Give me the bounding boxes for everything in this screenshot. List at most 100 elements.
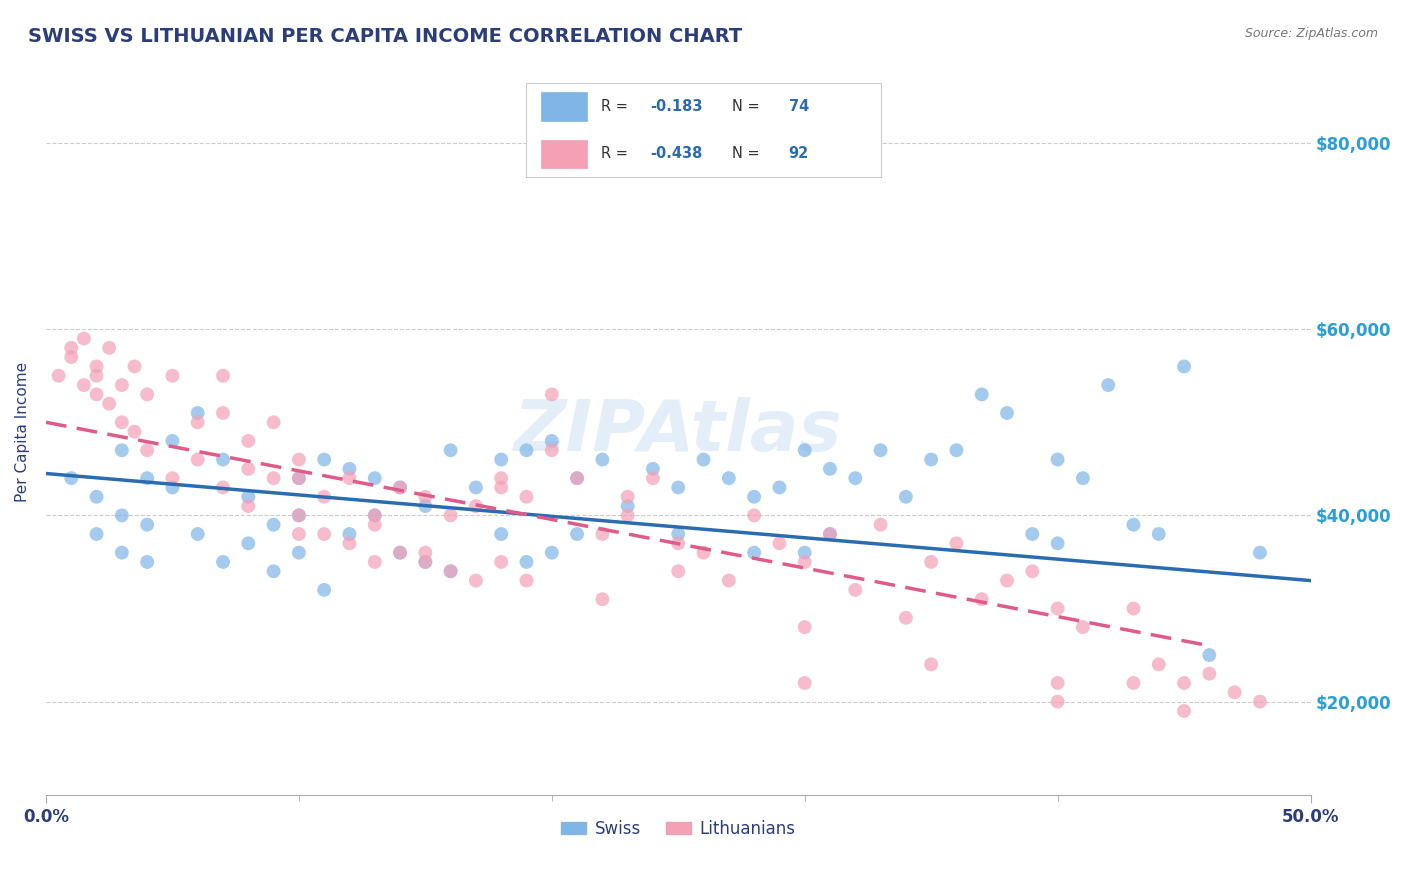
Point <box>162 368 184 383</box>
Point <box>945 536 967 550</box>
Point <box>389 480 412 494</box>
Point <box>666 564 689 578</box>
Point <box>1046 695 1069 709</box>
Point <box>869 443 891 458</box>
Point <box>364 508 387 523</box>
Point <box>1071 471 1094 485</box>
Point <box>1173 359 1195 374</box>
Point <box>111 546 134 560</box>
Point <box>73 331 96 345</box>
Point <box>263 517 285 532</box>
Point <box>86 527 108 541</box>
Point <box>98 397 121 411</box>
Point <box>1046 601 1069 615</box>
Point <box>73 378 96 392</box>
Point <box>616 499 638 513</box>
Point <box>1249 695 1271 709</box>
Point <box>364 471 387 485</box>
Point <box>742 508 765 523</box>
Point <box>540 434 562 448</box>
Point <box>187 406 209 420</box>
Point <box>1223 685 1246 699</box>
Point <box>238 490 260 504</box>
Point <box>793 620 815 634</box>
Point <box>314 582 336 597</box>
Text: ZIPAtlas: ZIPAtlas <box>515 397 842 467</box>
Point <box>818 462 841 476</box>
Point <box>1173 676 1195 690</box>
Point <box>1097 378 1119 392</box>
Point <box>136 387 159 401</box>
Point <box>515 555 537 569</box>
Point <box>540 387 562 401</box>
Point <box>717 574 740 588</box>
Point <box>364 555 387 569</box>
Point <box>162 434 184 448</box>
Point <box>666 480 689 494</box>
Point <box>641 471 664 485</box>
Point <box>1122 601 1144 615</box>
Point <box>440 564 463 578</box>
Point <box>389 546 412 560</box>
Point <box>60 471 83 485</box>
Point <box>314 452 336 467</box>
Point <box>415 499 437 513</box>
Point <box>288 527 311 541</box>
Point <box>238 434 260 448</box>
Point <box>768 480 790 494</box>
Point <box>288 471 311 485</box>
Point <box>212 406 235 420</box>
Point <box>60 341 83 355</box>
Point <box>212 555 235 569</box>
Point <box>314 527 336 541</box>
Point <box>591 527 613 541</box>
Point <box>692 452 714 467</box>
Point <box>995 406 1018 420</box>
Point <box>1173 704 1195 718</box>
Point <box>263 471 285 485</box>
Legend: Swiss, Lithuanians: Swiss, Lithuanians <box>554 814 801 845</box>
Point <box>666 527 689 541</box>
Point <box>111 508 134 523</box>
Point <box>212 480 235 494</box>
Point <box>111 415 134 429</box>
Point <box>364 517 387 532</box>
Point <box>591 592 613 607</box>
Point <box>540 443 562 458</box>
Point <box>288 508 311 523</box>
Point <box>238 536 260 550</box>
Point <box>415 490 437 504</box>
Point <box>364 508 387 523</box>
Point <box>1147 657 1170 672</box>
Point <box>793 676 815 690</box>
Point <box>1249 546 1271 560</box>
Point <box>565 471 588 485</box>
Point <box>768 536 790 550</box>
Point <box>920 452 942 467</box>
Point <box>339 536 361 550</box>
Y-axis label: Per Capita Income: Per Capita Income <box>15 361 30 501</box>
Point <box>389 480 412 494</box>
Point <box>415 546 437 560</box>
Point <box>793 555 815 569</box>
Point <box>742 490 765 504</box>
Point <box>111 443 134 458</box>
Point <box>565 527 588 541</box>
Point <box>263 564 285 578</box>
Point <box>945 443 967 458</box>
Point <box>1147 527 1170 541</box>
Point <box>440 508 463 523</box>
Point <box>136 517 159 532</box>
Point <box>464 499 486 513</box>
Point <box>489 480 512 494</box>
Text: Source: ZipAtlas.com: Source: ZipAtlas.com <box>1244 27 1378 40</box>
Point <box>616 508 638 523</box>
Point <box>995 574 1018 588</box>
Point <box>970 387 993 401</box>
Point <box>415 555 437 569</box>
Point <box>489 471 512 485</box>
Point <box>187 415 209 429</box>
Point <box>793 546 815 560</box>
Point <box>894 611 917 625</box>
Point <box>187 527 209 541</box>
